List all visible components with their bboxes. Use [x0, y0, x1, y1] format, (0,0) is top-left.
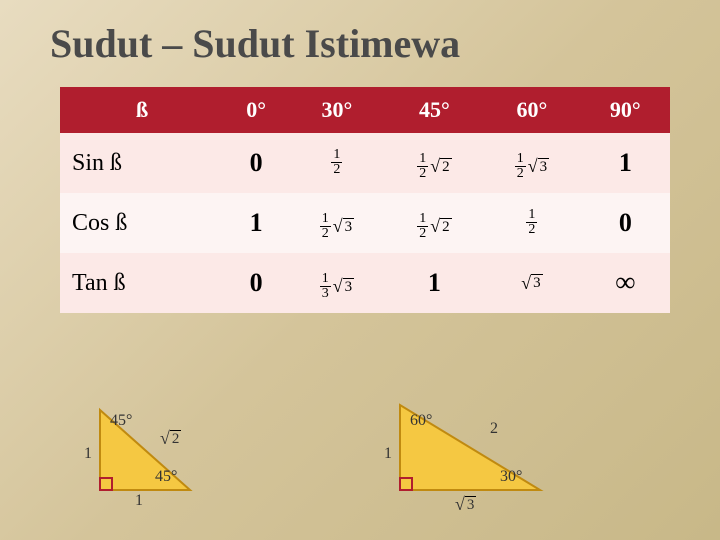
- table-cell: 12: [288, 133, 386, 193]
- table-cell: 1: [581, 133, 670, 193]
- table-cell: 1: [386, 253, 484, 313]
- tri45-side2: 1: [135, 492, 143, 510]
- slide: Sudut – Sudut Istimewa ß 0° 30° 45° 60° …: [0, 0, 720, 540]
- table-header-row: ß 0° 30° 45° 60° 90°: [60, 87, 670, 133]
- table-cell: 12√3: [483, 133, 581, 193]
- th-90: 90°: [581, 87, 670, 133]
- slide-title: Sudut – Sudut Istimewa: [50, 20, 670, 67]
- table-cell: 1: [224, 193, 288, 253]
- row-label: Cos ß: [60, 193, 224, 253]
- tri3060-hyp: 2: [490, 420, 498, 438]
- tri3060-side2: √3: [455, 494, 476, 515]
- table-row: Sin ß01212√212√31: [60, 133, 670, 193]
- table-cell: 12√2: [386, 133, 484, 193]
- triangle-30-60: 60° 30° 1 2 √3: [380, 400, 580, 520]
- tri45-angle-bottom: 45°: [155, 468, 177, 486]
- table-cell: 13√3: [288, 253, 386, 313]
- table-cell: 0: [581, 193, 670, 253]
- th-45: 45°: [386, 87, 484, 133]
- table-cell: 12√3: [288, 193, 386, 253]
- table-cell: √3: [483, 253, 581, 313]
- table-cell: 0: [224, 253, 288, 313]
- triangles-area: 45° 45° 1 1 √2 60° 30° 1 2 √3: [80, 400, 640, 520]
- triangle-45: 45° 45° 1 1 √2: [80, 400, 240, 510]
- tri45-side1: 1: [84, 445, 92, 463]
- th-30: 30°: [288, 87, 386, 133]
- trig-table: ß 0° 30° 45° 60° 90° Sin ß01212√212√31Co…: [60, 87, 670, 313]
- table-cell: ∞: [581, 253, 670, 313]
- th-beta: ß: [60, 87, 224, 133]
- row-label: Sin ß: [60, 133, 224, 193]
- table-cell: 12√2: [386, 193, 484, 253]
- table-cell: 0: [224, 133, 288, 193]
- triangle-45-svg: [80, 400, 240, 510]
- table-cell: 12: [483, 193, 581, 253]
- th-0: 0°: [224, 87, 288, 133]
- tri3060-angle-top: 60°: [410, 412, 432, 430]
- row-label: Tan ß: [60, 253, 224, 313]
- tri45-angle-top: 45°: [110, 412, 132, 430]
- th-60: 60°: [483, 87, 581, 133]
- tri3060-side1: 1: [384, 445, 392, 463]
- table-row: Tan ß013√31√3∞: [60, 253, 670, 313]
- tri3060-angle-bottom: 30°: [500, 468, 522, 486]
- table-row: Cos ß112√312√2120: [60, 193, 670, 253]
- tri45-hyp: √2: [160, 428, 181, 449]
